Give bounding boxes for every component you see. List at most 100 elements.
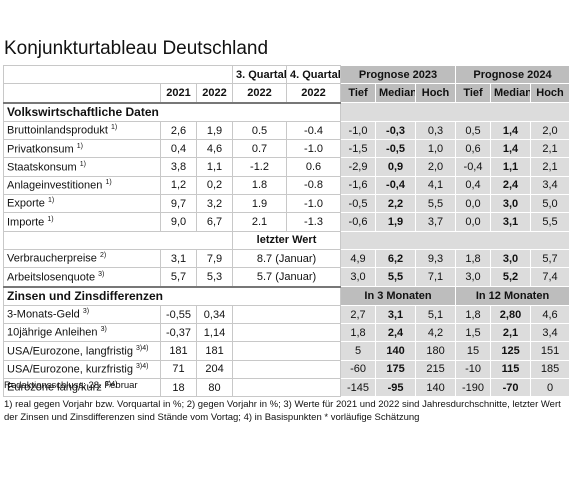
cell: 5,3 xyxy=(195,267,234,288)
cell: -1.2 xyxy=(232,157,288,177)
table-row: Zinsen und Zinsdifferenzen In 3 Monaten In… xyxy=(2,285,570,306)
cell: 1,0 xyxy=(415,139,457,159)
cell: 181 xyxy=(195,341,234,361)
cell: 3,7 xyxy=(415,212,457,232)
cell: 3,0 xyxy=(490,248,532,269)
cell: 0,0 xyxy=(455,194,492,214)
table-row: Privatkonsum 1) 0,4 4,6 0.7 -1.0 -1,5 -0,5 1,0 0… xyxy=(3,139,570,159)
column-header: Hoch xyxy=(530,83,570,104)
cell: 1,9 xyxy=(195,120,234,141)
cell xyxy=(232,341,342,361)
section-title: Volkswirtschaftliche Daten xyxy=(2,101,342,122)
cell: -0,5 xyxy=(375,139,417,159)
note: 3) xyxy=(98,270,105,278)
cell: -190 xyxy=(455,378,492,398)
cell: 2,0 xyxy=(530,120,570,141)
cell: 5,5 xyxy=(375,267,417,288)
cell: 204 xyxy=(195,359,234,380)
cell xyxy=(3,83,161,104)
label: USA/Eurozone, langfristig xyxy=(7,345,133,358)
cell: 1.9 xyxy=(232,194,288,214)
cell: 80 xyxy=(195,378,234,398)
table-row: letzter Wert xyxy=(2,230,570,250)
cell: 18 xyxy=(160,378,197,398)
cell: 2,4 xyxy=(375,323,417,343)
row-label: Bruttoinlandsprodukt 1) xyxy=(3,120,161,141)
row-label: 3-Monats-Geld 3) xyxy=(3,304,161,325)
cell: -1,6 xyxy=(340,175,377,196)
column-header: 2022 xyxy=(286,83,342,104)
cell xyxy=(232,359,342,380)
cell: 0,9 xyxy=(375,157,417,177)
cell: 2,1 xyxy=(490,323,532,343)
cell xyxy=(340,102,570,122)
row-label: Arbeitslosenquote 3) xyxy=(3,267,161,288)
cell: 2,7 xyxy=(340,304,377,325)
table-row: USA/Eurozone, kurzfristig 3)4) 71 204 -60 17… xyxy=(3,359,570,380)
cell: -60 xyxy=(340,359,377,380)
table-row: 3-Monats-Geld 3) -0,55 0,34 2,7 3,1 5,1 1,8 2,8… xyxy=(3,304,570,325)
cell: -95 xyxy=(375,378,417,398)
cell: 15 xyxy=(455,341,492,361)
cell: -0,4 xyxy=(375,175,417,196)
note: 2) xyxy=(99,252,107,260)
table-row: Staatskonsum 1) 3,8 1,1 -1.2 0.6 -2,9 0,9 2,0 -0… xyxy=(3,157,570,177)
cell: 0,0 xyxy=(455,212,492,232)
cell xyxy=(232,304,342,325)
column-header: Median xyxy=(375,83,417,104)
column-header: 3. Quartal xyxy=(232,64,288,85)
note: 1) xyxy=(76,142,83,150)
cell: 3,8 xyxy=(160,157,197,177)
note: 1) xyxy=(47,197,55,205)
table: 3. Quartal 4. Quartal Prognose 2023 Prognos… xyxy=(2,64,570,398)
deadline: Redaktionsschluss: 28. Februar xyxy=(4,380,138,391)
cell: 5,5 xyxy=(530,212,570,232)
note: 3) xyxy=(100,326,107,334)
cell xyxy=(232,323,342,343)
cell: 5,0 xyxy=(530,194,570,214)
cell: 0,5 xyxy=(455,120,492,141)
cell: -0,55 xyxy=(160,304,197,325)
note: 3)4) xyxy=(136,363,149,371)
cell xyxy=(2,64,234,85)
cell: 2,0 xyxy=(415,157,457,177)
cell: 4,9 xyxy=(340,248,377,269)
cell: 0,4 xyxy=(160,139,197,159)
cell: 3,4 xyxy=(530,323,570,343)
cell: -0,4 xyxy=(455,157,492,177)
cell: 181 xyxy=(160,341,197,361)
column-header: 4. Quartal xyxy=(286,64,342,85)
column-header: Median xyxy=(490,83,532,104)
cell: 180 xyxy=(415,341,457,361)
section-header: letzter Wert xyxy=(232,230,342,250)
cell: 4,6 xyxy=(195,139,234,159)
cell: 0.7 xyxy=(232,139,288,159)
cell: -0,5 xyxy=(340,194,377,214)
column-header: Prognose 2024 xyxy=(455,64,570,85)
cell: 7,4 xyxy=(530,267,570,288)
label: USA/Eurozone, kurzfristig xyxy=(7,363,133,376)
cell: 4,6 xyxy=(530,304,570,325)
row-label: Eurozone lang/kurz 3)4) xyxy=(3,378,161,398)
table-row: Importe 1) 9,0 6,7 2.1 -1.3 -0,6 1,9 3,7 0,0 3,1 5… xyxy=(3,212,570,232)
cell: 1,1 xyxy=(490,157,532,177)
table-row: USA/Eurozone, langfristig 3)4) 181 181 5 140… xyxy=(3,341,570,361)
table-row: Eurozone lang/kurz 3)4) 18 80 -145 -95 140 -19… xyxy=(3,378,570,398)
row-label: Staatskonsum 1) xyxy=(3,157,161,177)
label: Staatskonsum xyxy=(7,161,77,174)
cell: 3,2 xyxy=(195,194,234,214)
cell: 1,9 xyxy=(375,212,417,232)
cell: 5 xyxy=(340,341,377,361)
cell: 215 xyxy=(415,359,457,380)
row-label: 10jährige Anleihen 3) xyxy=(3,323,161,343)
cell: 9,3 xyxy=(415,248,457,269)
cell: 9,0 xyxy=(160,212,197,232)
section-header: In 12 Monaten xyxy=(455,286,570,306)
cell: 1,4 xyxy=(490,120,532,141)
label: Importe xyxy=(7,216,45,229)
column-header: Prognose 2023 xyxy=(340,64,457,85)
label: Privatkonsum xyxy=(7,143,74,156)
row-label: Exporte 1) xyxy=(3,194,161,214)
cell: -0,3 xyxy=(375,120,417,141)
cell: 5,5 xyxy=(415,194,457,214)
